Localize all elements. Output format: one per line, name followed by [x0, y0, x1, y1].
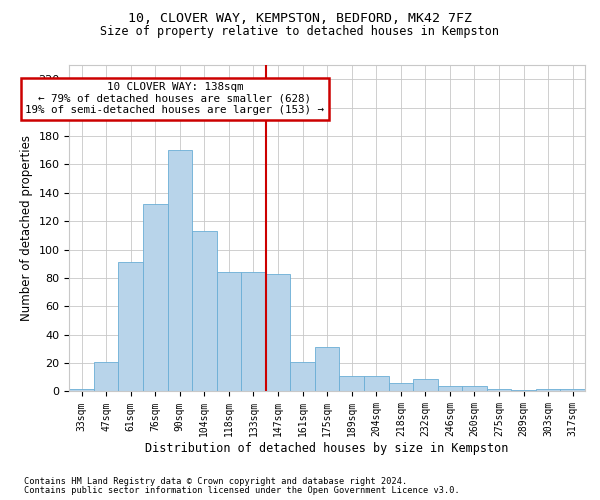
Bar: [290, 362, 315, 392]
Bar: [462, 386, 487, 392]
Bar: [217, 272, 241, 392]
Bar: [413, 378, 437, 392]
Text: Size of property relative to detached houses in Kempston: Size of property relative to detached ho…: [101, 25, 499, 38]
Bar: [143, 204, 167, 392]
Bar: [167, 150, 192, 392]
Bar: [69, 388, 94, 392]
Bar: [487, 388, 511, 392]
Bar: [118, 262, 143, 392]
Bar: [511, 390, 536, 392]
Bar: [389, 383, 413, 392]
Text: 10, CLOVER WAY, KEMPSTON, BEDFORD, MK42 7FZ: 10, CLOVER WAY, KEMPSTON, BEDFORD, MK42 …: [128, 12, 472, 26]
Text: 10 CLOVER WAY: 138sqm
← 79% of detached houses are smaller (628)
19% of semi-det: 10 CLOVER WAY: 138sqm ← 79% of detached …: [25, 82, 325, 115]
Bar: [94, 362, 118, 392]
Bar: [437, 386, 462, 392]
Y-axis label: Number of detached properties: Number of detached properties: [20, 135, 33, 321]
Bar: [364, 376, 389, 392]
Bar: [340, 376, 364, 392]
Bar: [266, 274, 290, 392]
Bar: [560, 388, 585, 392]
Bar: [315, 348, 340, 392]
Text: Contains public sector information licensed under the Open Government Licence v3: Contains public sector information licen…: [24, 486, 460, 495]
Text: Contains HM Land Registry data © Crown copyright and database right 2024.: Contains HM Land Registry data © Crown c…: [24, 477, 407, 486]
Bar: [241, 272, 266, 392]
Bar: [536, 388, 560, 392]
Bar: [192, 231, 217, 392]
X-axis label: Distribution of detached houses by size in Kempston: Distribution of detached houses by size …: [145, 442, 509, 455]
